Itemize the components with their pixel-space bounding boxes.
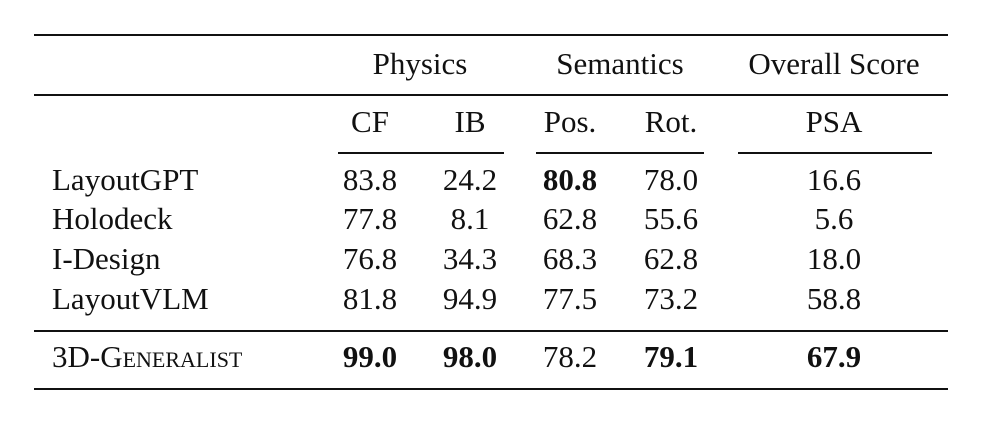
table-cell: 78.0 <box>643 162 699 197</box>
header-rule <box>34 94 948 96</box>
table-cell: 80.8 <box>542 162 598 197</box>
table-cell: 58.8 <box>806 281 862 316</box>
table-cell: 55.6 <box>643 201 699 236</box>
row-method: LayoutGPT <box>52 162 199 197</box>
table-cell: 76.8 <box>342 241 398 276</box>
table-cell: 67.9 <box>806 339 862 374</box>
table-cell: 77.5 <box>542 281 598 316</box>
table-cell: 24.2 <box>442 162 498 197</box>
table-cell: 68.3 <box>542 241 598 276</box>
table-cell: 98.0 <box>442 339 498 374</box>
table-cell: 77.8 <box>342 201 398 236</box>
table-cell: 34.3 <box>442 241 498 276</box>
semantics-cmidrule <box>536 152 704 154</box>
row-method: Holodeck <box>52 201 173 236</box>
group-header-overall-score: Overall Score <box>748 46 920 81</box>
ours-method: 3D-Generalist <box>52 339 242 375</box>
row-method: LayoutVLM <box>52 281 209 316</box>
col-header-ib: IB <box>454 104 486 139</box>
group-header-physics: Physics <box>372 46 468 81</box>
table-cell: 79.1 <box>643 339 699 374</box>
ours-rule <box>34 330 948 332</box>
table-cell: 81.8 <box>342 281 398 316</box>
col-header-pos: Pos. <box>543 104 597 139</box>
table-cell: 73.2 <box>643 281 699 316</box>
table-cell: 83.8 <box>342 162 398 197</box>
results-table: Physics Semantics Overall Score CF IB Po… <box>34 34 948 392</box>
table-cell: 8.1 <box>450 201 490 236</box>
table-cell: 62.8 <box>542 201 598 236</box>
table-cell: 99.0 <box>342 339 398 374</box>
table-cell: 62.8 <box>643 241 699 276</box>
table-cell: 78.2 <box>542 339 598 374</box>
col-header-rot: Rot. <box>644 104 698 139</box>
col-header-psa: PSA <box>805 104 863 139</box>
table-cell: 16.6 <box>806 162 862 197</box>
top-rule <box>34 34 948 36</box>
table-cell: 94.9 <box>442 281 498 316</box>
table-cell: 18.0 <box>806 241 862 276</box>
col-header-cf: CF <box>351 104 389 139</box>
table-cell: 5.6 <box>814 201 854 236</box>
overall-cmidrule <box>738 152 932 154</box>
row-method: I-Design <box>52 241 161 276</box>
physics-cmidrule <box>338 152 504 154</box>
group-header-semantics: Semantics <box>556 46 684 81</box>
ours-method-label: 3D-Generalist <box>52 339 243 374</box>
bottom-rule <box>34 388 948 390</box>
